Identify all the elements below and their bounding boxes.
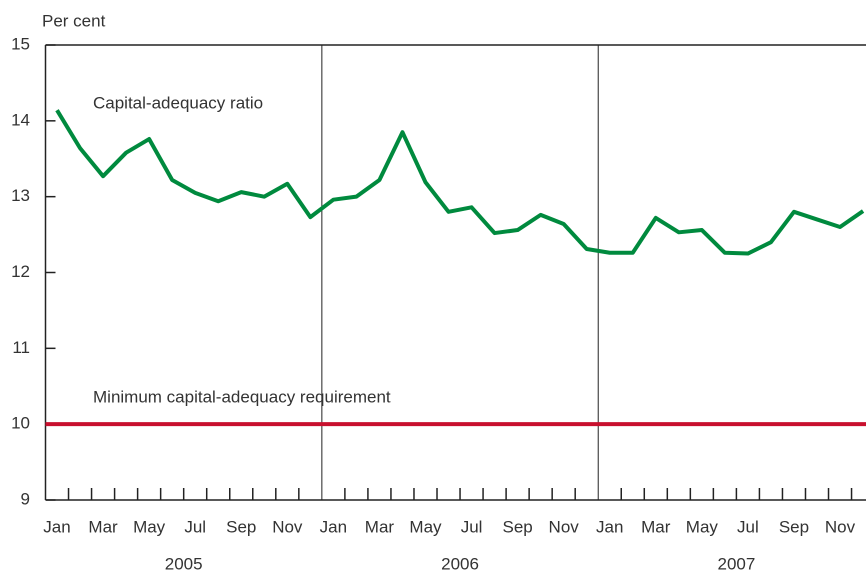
series-label: Capital-adequacy ratio [93,93,263,112]
y-tick-label: 13 [11,186,30,205]
x-tick-label: Jul [737,517,759,536]
y-tick-label: 15 [11,34,30,53]
x-tick-label: Nov [825,517,856,536]
x-tick-label: May [133,517,166,536]
x-tick-label: Jan [320,517,347,536]
y-tick-label: 10 [11,414,30,433]
x-tick-label: Jul [184,517,206,536]
x-tick-label: Jan [43,517,70,536]
series-line [55,109,865,256]
x-tick-label: Jul [461,517,483,536]
x-tick-label: Sep [779,517,809,536]
x-tick-label: Mar [365,517,395,536]
x-tick-label: May [686,517,719,536]
reference-label: Minimum capital-adequacy requirement [93,388,391,407]
y-axis-label: Per cent [42,11,106,30]
x-tick-label: Nov [272,517,303,536]
y-tick-label: 14 [11,110,30,129]
x-tick-label: Jan [596,517,623,536]
y-tick-label: 11 [12,338,30,357]
x-tick-label: Sep [226,517,256,536]
y-tick-label: 9 [21,489,30,508]
year-label: 2007 [717,554,755,573]
x-tick-label: Sep [502,517,532,536]
x-tick-label: May [409,517,442,536]
year-label: 2005 [165,554,203,573]
x-tick-label: Mar [88,517,118,536]
year-label: 2006 [441,554,479,573]
y-tick-label: 12 [11,262,30,281]
x-tick-label: Mar [641,517,671,536]
x-tick-label: Nov [549,517,580,536]
